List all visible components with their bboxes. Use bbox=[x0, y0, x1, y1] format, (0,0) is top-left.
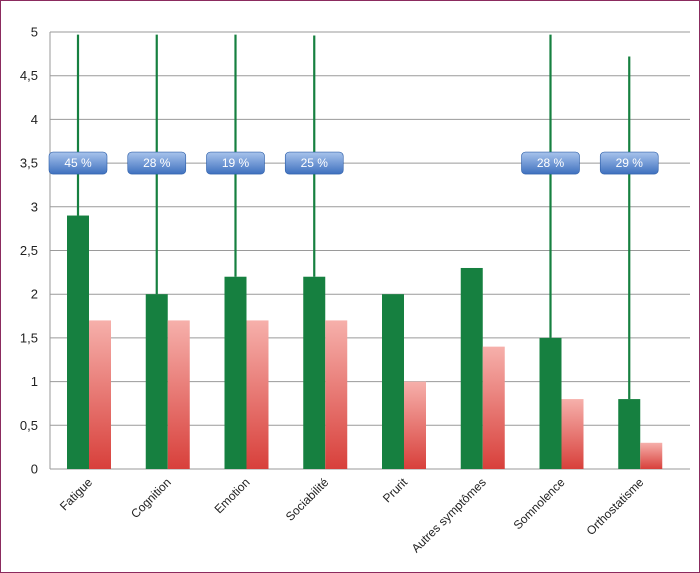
y-tick-label: 3,5 bbox=[20, 156, 38, 171]
annotation-label: 45 % bbox=[64, 156, 92, 170]
annotation-badge bbox=[127, 151, 187, 175]
y-tick-label: 2 bbox=[31, 287, 38, 302]
annotation-label: 25 % bbox=[301, 156, 329, 170]
x-tick-label: Emotion bbox=[212, 475, 253, 516]
bar-series1 bbox=[618, 399, 641, 469]
x-tick-label: Sociabilité bbox=[283, 475, 332, 524]
bar-series2 bbox=[482, 346, 505, 469]
x-tick-label: Prurit bbox=[380, 475, 411, 506]
bar-series2 bbox=[246, 320, 269, 469]
annotation-badges-layer: 45 % 28 % 19 % 25 % 28 % 29 % bbox=[48, 151, 659, 175]
bar-series1 bbox=[145, 294, 168, 469]
annotation-label: 28 % bbox=[143, 156, 171, 170]
y-tick-label: 2,5 bbox=[20, 243, 38, 258]
y-axis-ticks: 0 0,5 1 1,5 2 2,5 3 3,5 4 4,5 5 bbox=[20, 25, 38, 477]
y-tick-label: 4 bbox=[31, 112, 38, 127]
annotation-badge bbox=[206, 151, 265, 175]
y-tick-label: 3 bbox=[31, 199, 38, 214]
annotation-label: 28 % bbox=[537, 156, 565, 170]
bar-series2 bbox=[561, 399, 584, 469]
bar-series2 bbox=[640, 442, 663, 469]
bar-series2 bbox=[325, 320, 348, 469]
annotation-label: 19 % bbox=[222, 156, 250, 170]
annotation-label: 29 % bbox=[616, 156, 644, 170]
x-tick-label: Somnolence bbox=[511, 475, 568, 532]
x-tick-label: Autres symptômes bbox=[409, 475, 489, 555]
bar-series2 bbox=[167, 320, 190, 469]
annotation-badge bbox=[599, 151, 659, 175]
bars-layer bbox=[67, 215, 663, 469]
bar-series1 bbox=[539, 337, 562, 469]
bar-series2 bbox=[404, 381, 426, 469]
annotation-badge bbox=[284, 151, 344, 175]
y-tick-label: 0,5 bbox=[20, 418, 38, 433]
x-axis-ticks: Fatigue Cognition Emotion Sociabilité Prurit… bbox=[57, 475, 647, 556]
bar-series1 bbox=[460, 267, 483, 469]
bar-series1 bbox=[67, 215, 89, 469]
annotation-badge bbox=[48, 151, 108, 175]
x-tick-label: Cognition bbox=[128, 475, 174, 521]
y-tick-label: 0 bbox=[31, 462, 38, 477]
bar-series2 bbox=[89, 320, 111, 469]
bar-series1 bbox=[303, 276, 326, 469]
x-tick-label: Fatigue bbox=[57, 475, 95, 513]
y-tick-label: 4,5 bbox=[20, 68, 38, 83]
bar-series1 bbox=[382, 294, 404, 469]
y-tick-label: 1,5 bbox=[20, 330, 38, 345]
bar-series1 bbox=[224, 276, 247, 469]
y-tick-label: 1 bbox=[31, 374, 38, 389]
y-tick-label: 5 bbox=[31, 25, 38, 40]
x-tick-label: Orthostatisme bbox=[584, 475, 647, 538]
annotation-badge bbox=[521, 151, 580, 175]
